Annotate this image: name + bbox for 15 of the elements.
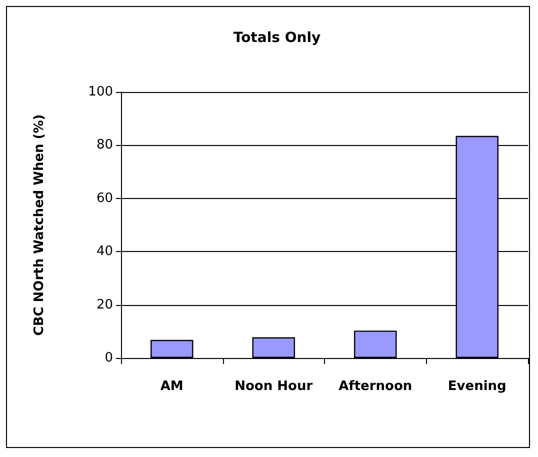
x-tick-label: Afternoon bbox=[338, 379, 412, 394]
y-tick-label: 60 bbox=[96, 190, 113, 206]
x-tick-label: Noon Hour bbox=[234, 379, 314, 394]
y-tick-label: 80 bbox=[96, 138, 113, 153]
y-tick-label: 40 bbox=[96, 244, 113, 260]
y-tick-label: 0 bbox=[104, 350, 113, 366]
bar bbox=[150, 340, 194, 358]
chart-title: Totals Only bbox=[233, 30, 321, 46]
y-axis-title: CBC NOrth Watched When (%) bbox=[32, 114, 47, 336]
bar bbox=[252, 337, 295, 358]
x-tick-label: AM bbox=[160, 379, 184, 394]
y-tick-label: 100 bbox=[88, 84, 113, 100]
bar bbox=[354, 330, 397, 358]
y-tick-label: 20 bbox=[96, 297, 113, 312]
x-tick-label: Evening bbox=[448, 379, 506, 394]
